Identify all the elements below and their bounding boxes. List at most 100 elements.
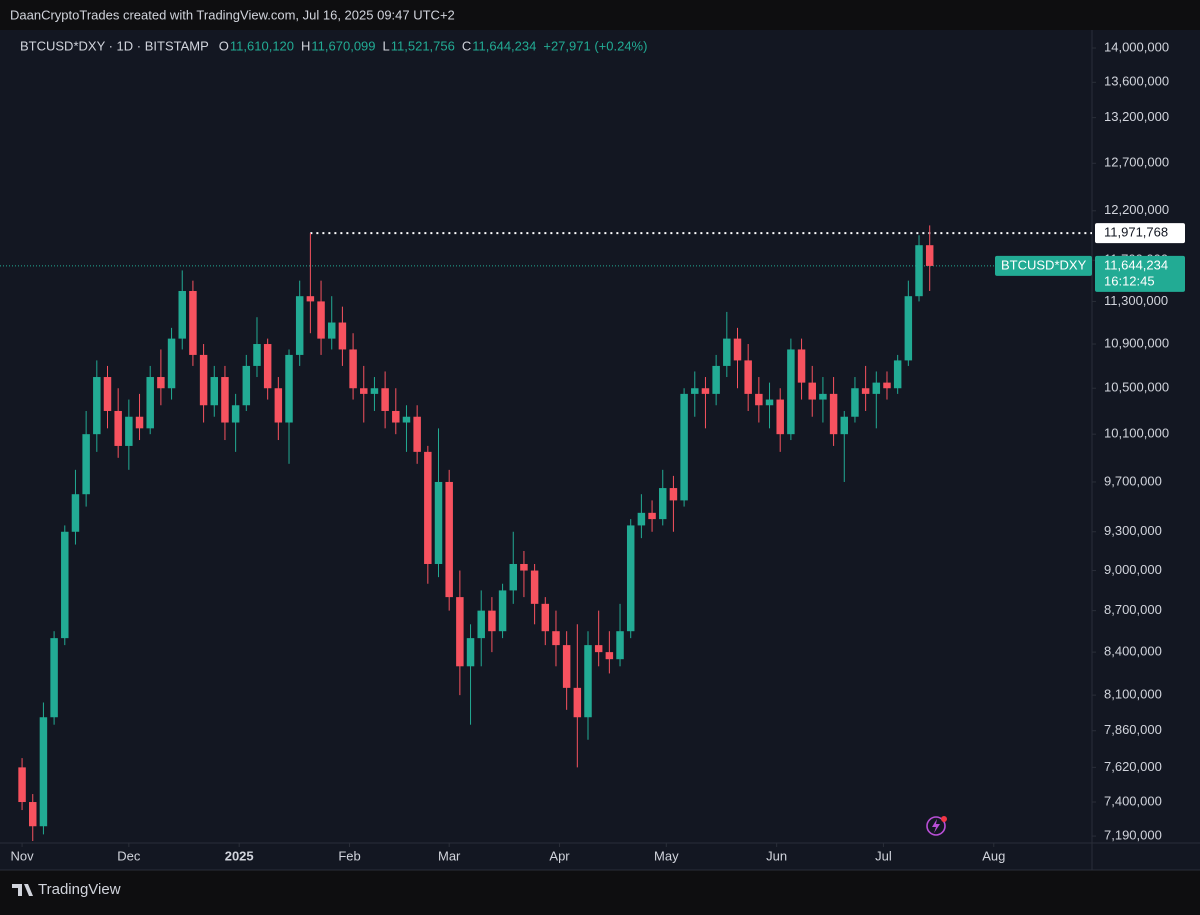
y-tick-label: 7,620,000 [1104, 759, 1162, 774]
candle-body [712, 365, 720, 394]
y-tick-label: 8,700,000 [1104, 602, 1162, 617]
candle-body [82, 434, 90, 495]
candle-body [797, 349, 806, 383]
candle-body [466, 638, 475, 667]
legend-key: L [383, 38, 390, 53]
legend-value: 11,521,756 [391, 38, 455, 53]
candle-body [242, 365, 251, 406]
legend-value: 11,644,234 [472, 38, 536, 53]
candle-body [755, 393, 763, 406]
candle-body [829, 393, 838, 435]
y-tick-label: 13,600,000 [1104, 74, 1169, 89]
candle-body [157, 377, 165, 389]
legend-value: 11,610,120 [230, 38, 294, 53]
y-tick-label: 14,000,000 [1104, 39, 1169, 54]
legend-value: 11,670,099 [311, 38, 375, 53]
x-tick-label: 2025 [225, 848, 254, 863]
candle-body [413, 416, 421, 452]
candle-body [285, 354, 293, 423]
candle-body [424, 451, 432, 564]
candle-body [659, 488, 667, 520]
candle-body [221, 377, 229, 423]
candle-body [338, 322, 347, 350]
x-tick-label: Jul [875, 848, 892, 863]
candle-body [39, 717, 48, 827]
candle-body [360, 388, 368, 394]
candle-body [509, 563, 517, 591]
candle-body [306, 296, 315, 302]
candle-body [605, 652, 614, 660]
candle-body [210, 377, 219, 406]
candle-body [787, 349, 795, 435]
candle-body [840, 416, 849, 435]
y-tick-label: 9,700,000 [1104, 473, 1162, 488]
candle-body [744, 360, 752, 394]
candle-body [61, 531, 69, 639]
x-tick-label: Jun [766, 848, 787, 863]
high-label: 11,971,768 [1104, 225, 1168, 240]
candle-body [370, 388, 379, 394]
candle-body [893, 360, 902, 389]
y-tick-label: 10,500,000 [1104, 380, 1169, 395]
chart-bg [0, 30, 1200, 870]
candle-body [29, 802, 37, 827]
candle-body [295, 296, 304, 355]
candle-body [381, 388, 389, 411]
candle-body [701, 388, 710, 394]
legend-key: C [462, 38, 471, 53]
candle-body [392, 410, 400, 423]
y-tick-label: 7,190,000 [1104, 828, 1162, 843]
candle-body [71, 494, 80, 532]
x-tick-label: Aug [982, 848, 1005, 863]
candle-body [584, 645, 592, 718]
candle-body [488, 610, 496, 632]
legend-key: H [301, 38, 310, 53]
candle-body [50, 638, 58, 718]
candle-body [231, 405, 240, 423]
candle-body [552, 631, 560, 646]
candle-body [616, 631, 624, 660]
candle-body [317, 301, 325, 339]
candle-body [349, 349, 357, 389]
candle-body [562, 645, 571, 688]
y-tick-label: 8,400,000 [1104, 644, 1162, 659]
candle-body [274, 388, 283, 423]
candle-body [594, 645, 603, 653]
candle-body [93, 377, 101, 435]
candle-body [135, 416, 144, 429]
y-tick-label: 9,000,000 [1104, 562, 1162, 577]
candle-body [872, 382, 881, 394]
candle-body [456, 597, 464, 667]
candle-body [125, 416, 133, 446]
candle-body [253, 344, 261, 366]
candle-body [18, 767, 26, 803]
candle-body [199, 354, 208, 406]
candle-body [776, 399, 784, 435]
candle-body [520, 563, 528, 571]
candle-body [498, 590, 507, 632]
candle-body [445, 481, 453, 598]
price-tag: BTCUSD*DXY [1001, 257, 1087, 272]
countdown: 16:12:45 [1104, 273, 1155, 288]
x-tick-label: Apr [549, 848, 570, 863]
candle-body [733, 338, 742, 361]
symbol: BTCUSD*DXY · 1D · BITSTAMP [20, 38, 209, 53]
x-tick-label: Feb [338, 848, 360, 863]
candle-body [819, 393, 827, 400]
y-tick-label: 12,700,000 [1104, 155, 1169, 170]
y-tick-label: 10,100,000 [1104, 426, 1169, 441]
alert-icon [926, 816, 947, 836]
candle-body [861, 388, 870, 394]
candle-body [648, 512, 656, 520]
candle-body [541, 603, 550, 632]
candle-body [178, 290, 186, 339]
candle-body [530, 570, 539, 604]
candle-body [904, 296, 913, 361]
candle-body [434, 481, 443, 564]
y-tick-label: 8,100,000 [1104, 687, 1162, 702]
y-tick-label: 12,200,000 [1104, 202, 1169, 217]
candle-body [915, 245, 923, 297]
candle-body [925, 245, 934, 266]
candle-body [327, 322, 336, 339]
y-tick-label: 7,400,000 [1104, 793, 1162, 808]
